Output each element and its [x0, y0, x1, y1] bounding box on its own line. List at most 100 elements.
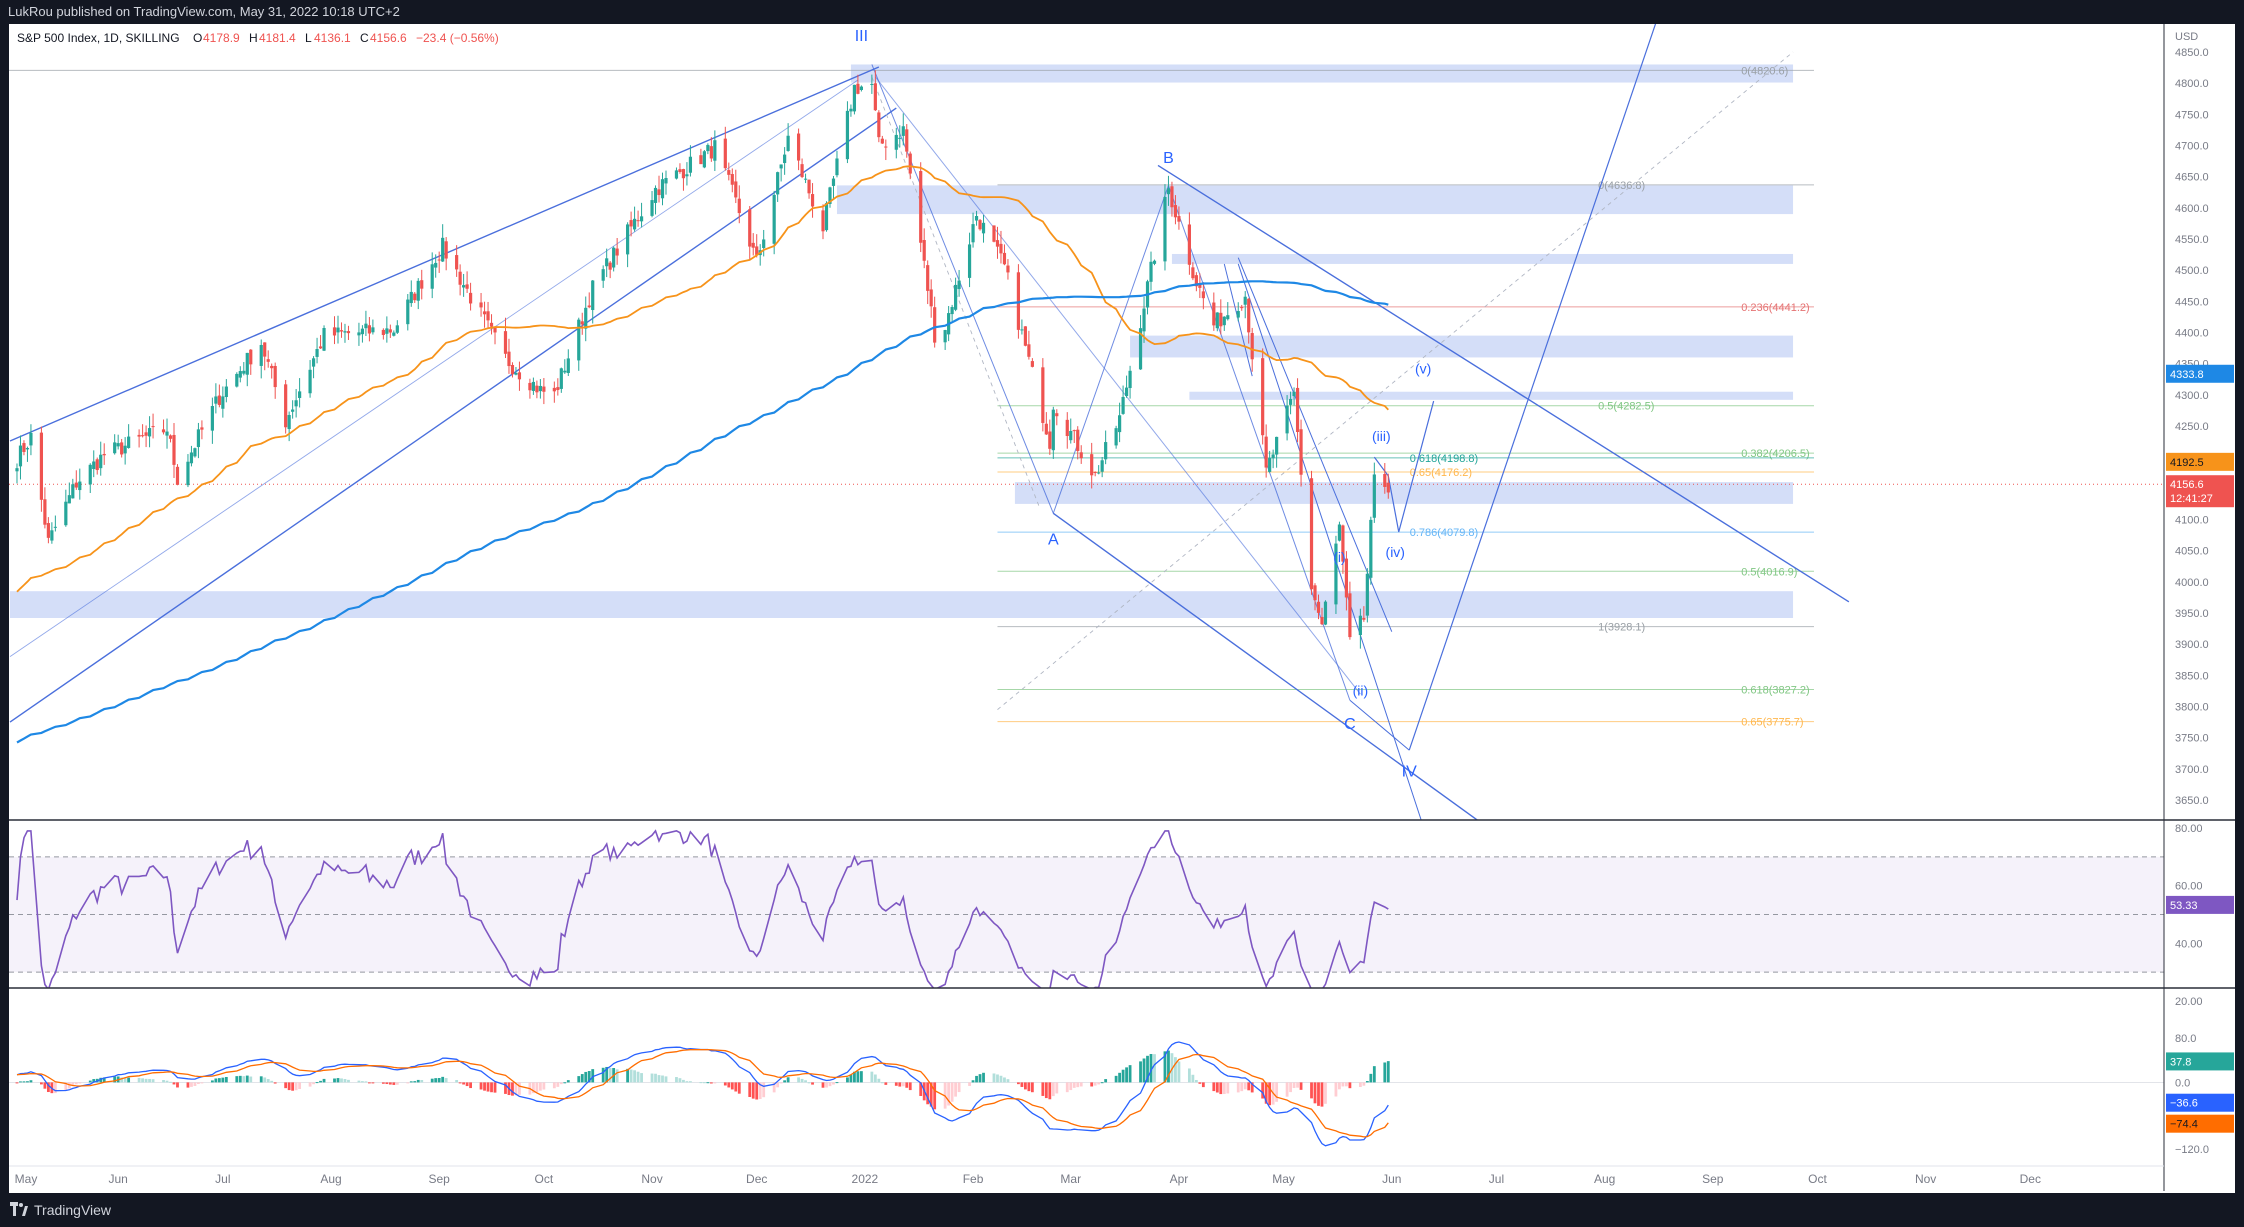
macd-hist-58	[294, 1082, 298, 1091]
macd-hist-143	[709, 1082, 713, 1084]
macd-hist-122	[608, 1068, 612, 1083]
macd-hist-tag-text: 37.8	[2170, 1056, 2191, 1068]
macd-hist-219	[1079, 1082, 1083, 1087]
macd-hist-277	[1365, 1080, 1369, 1083]
candle-body-159	[786, 135, 790, 151]
macd-hist-230	[1139, 1061, 1142, 1083]
candle-body-240	[1187, 224, 1191, 265]
macd-hist-115	[577, 1076, 581, 1083]
candle-body-29	[151, 426, 155, 428]
time-tick-14: Jul	[1489, 1172, 1504, 1186]
candle-body-132	[657, 189, 661, 196]
zone-2	[1171, 253, 1794, 264]
candle-body-4	[29, 432, 33, 446]
chart-svg[interactable]: 0(4820.6) 0(4636.8) 0.236(4441.2) 0.5(4282.…	[9, 24, 2235, 1193]
candle-body-14	[78, 481, 82, 491]
macd-hist-216	[1069, 1082, 1073, 1091]
macd-hist-217	[1072, 1082, 1076, 1088]
candle-body-86	[434, 262, 438, 268]
fibonacci-levels: 0(4820.6) 0(4636.8) 0.236(4441.2) 0.5(4282.…	[9, 65, 2164, 729]
candle-body-93	[465, 284, 469, 289]
macd-hist-83	[416, 1079, 420, 1083]
macd-hist-187	[926, 1082, 930, 1105]
candle-body-119	[591, 280, 595, 311]
moving-averages	[16, 165, 1389, 744]
candle-body-237	[1170, 186, 1174, 208]
macd-hist-73	[368, 1082, 371, 1084]
candle-body-66	[336, 327, 340, 333]
macd-hist-165	[821, 1082, 825, 1088]
candle-body-129	[639, 216, 644, 222]
macd-hist-51	[263, 1077, 267, 1083]
macd-hist-257	[1268, 1082, 1272, 1106]
macd-hist-134	[664, 1076, 668, 1083]
iv-to-v-projection	[1408, 24, 1657, 751]
macd-hist-194	[957, 1082, 961, 1093]
candle-body-270	[1334, 543, 1338, 605]
falling-wedge-lower	[1052, 512, 1479, 820]
candle-body-229	[1128, 370, 1132, 389]
macd-hist-221	[1093, 1082, 1097, 1086]
macd-hist-93	[465, 1082, 469, 1087]
macd-hist-148	[734, 1082, 738, 1092]
macd-hist-228	[1125, 1067, 1128, 1083]
price-tick-24: 3650.0	[2175, 795, 2209, 807]
candle-body-9	[53, 526, 57, 528]
price-tick-2: 4750.0	[2175, 109, 2209, 121]
macd-hist-31	[165, 1080, 169, 1083]
macd-hist-205	[1017, 1082, 1020, 1085]
candle-body-83	[416, 280, 420, 301]
zone-4	[1189, 391, 1794, 400]
candle-body-265	[1309, 478, 1314, 590]
price-tick-17: 4000.0	[2175, 577, 2209, 589]
candle-body-234	[1152, 260, 1157, 264]
macd-hist-55	[284, 1082, 288, 1089]
macd-hist-69	[347, 1079, 350, 1083]
macd-hist-25	[137, 1077, 141, 1083]
candle-body-51	[263, 342, 267, 357]
candle-body-250	[1236, 311, 1240, 318]
candle-body-253	[1247, 298, 1251, 333]
candle-body-170	[845, 110, 850, 160]
macd-hist-137	[682, 1079, 685, 1083]
zone-6	[10, 591, 1794, 618]
candle-body-174	[859, 86, 863, 91]
candle-body-150	[748, 209, 752, 247]
macd-hist-2	[22, 1081, 26, 1083]
macd-hist-52	[266, 1079, 270, 1083]
candle-body-38	[196, 429, 201, 448]
macd-hist-229	[1128, 1065, 1132, 1083]
candle-body-281	[1386, 482, 1390, 493]
macd-hist-37	[193, 1082, 197, 1086]
candle-body-139	[688, 156, 693, 173]
candle-body-200	[992, 225, 996, 242]
legend-high: 4181.4	[259, 31, 296, 45]
macd-hist-232	[1146, 1055, 1149, 1083]
candle-body-172	[852, 84, 857, 112]
macd-hist-162	[804, 1080, 807, 1083]
zone-0	[850, 64, 1794, 83]
candle-body-59	[298, 391, 302, 398]
candle-body-114	[566, 358, 570, 373]
candle-body-245	[1212, 302, 1216, 326]
macd-hist-108	[538, 1082, 542, 1091]
candle-body-115	[577, 319, 581, 361]
ma-fast-tag-text: 4192.5	[2170, 457, 2204, 469]
channel-upper-line	[9, 66, 880, 442]
candle-body-18	[99, 454, 103, 469]
ma-slow-tag: 4333.8	[2166, 364, 2234, 383]
rsi-tick-0: 80.00	[2175, 823, 2203, 835]
candle-body-178	[880, 138, 884, 144]
candle-body-212	[1048, 431, 1052, 449]
macd-line-tag-bg	[2166, 1093, 2234, 1112]
candle-body-192	[950, 307, 954, 315]
legend-o-label: O	[193, 31, 202, 45]
macd-hist-250	[1236, 1082, 1240, 1093]
candle-body-121	[605, 258, 609, 267]
candle-body-49	[249, 349, 253, 365]
candle-body-140	[699, 155, 703, 165]
macd-hist-275	[1358, 1082, 1362, 1088]
macd-hist-214	[1055, 1082, 1059, 1094]
candle-body-162	[803, 178, 808, 180]
macd-hist-80	[406, 1082, 410, 1084]
